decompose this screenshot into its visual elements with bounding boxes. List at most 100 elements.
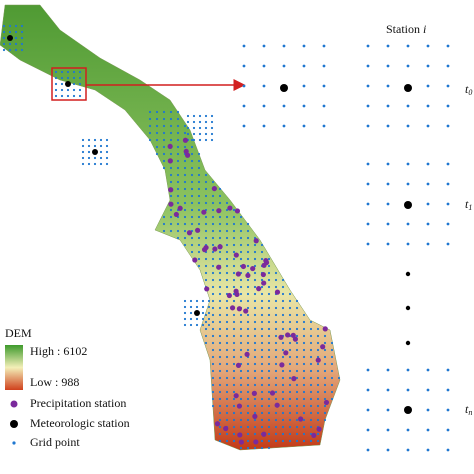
grid-point <box>239 418 243 422</box>
grid-point <box>211 397 215 401</box>
grid-point <box>316 348 320 352</box>
legend-symbol <box>10 400 18 408</box>
grid-point <box>207 299 211 303</box>
grid-point <box>201 305 205 309</box>
grid-point <box>260 355 264 359</box>
grid-point <box>54 88 58 92</box>
grid-point <box>197 215 201 219</box>
grid-point <box>218 215 222 219</box>
grid-point <box>225 439 229 443</box>
grid-point <box>78 94 82 98</box>
grid-point <box>246 432 250 436</box>
grid-point <box>72 88 76 92</box>
precipitation-station <box>260 271 266 278</box>
grid-point <box>246 348 250 352</box>
grid-point <box>54 94 58 98</box>
grid-point <box>198 132 202 136</box>
grid-point <box>288 320 292 324</box>
precipitation-station <box>253 439 259 445</box>
grid-point <box>169 208 173 212</box>
grid-point <box>197 201 201 205</box>
grid-point <box>281 383 285 387</box>
grid-point <box>446 448 450 452</box>
grid-point <box>246 257 250 261</box>
grid-point <box>189 305 193 309</box>
grid-point <box>302 411 306 415</box>
grid-point <box>201 323 205 327</box>
grid-point <box>309 418 313 422</box>
grid-point <box>267 418 271 422</box>
grid-point <box>330 355 334 359</box>
grid-point <box>20 30 24 34</box>
precipitation-station <box>226 292 232 299</box>
precipitation-station <box>217 244 223 250</box>
grid-point <box>446 84 450 88</box>
grid-point <box>253 292 257 296</box>
grid-point <box>239 313 243 317</box>
precipitation-station <box>263 257 269 264</box>
grid-point <box>225 306 229 310</box>
grid-point <box>281 278 285 282</box>
grid-point <box>406 368 410 372</box>
grid-point <box>295 306 299 310</box>
precipitation-station <box>252 413 258 419</box>
grid-point <box>232 250 236 254</box>
precipitation-station <box>311 432 317 438</box>
grid-point <box>446 202 450 206</box>
grid-point <box>232 243 236 247</box>
grid-point <box>176 117 180 121</box>
grid-point <box>232 432 236 436</box>
grid-point <box>186 120 190 124</box>
precipitation-station <box>214 421 221 427</box>
grid-point <box>218 229 222 233</box>
grid-point <box>225 327 229 331</box>
grid-point <box>2 42 6 46</box>
grid-point <box>281 299 285 303</box>
grid-point <box>176 166 180 170</box>
grid-point <box>186 114 190 118</box>
grid-point <box>239 383 243 387</box>
time-label: t1 <box>465 197 472 212</box>
grid-point <box>232 404 236 408</box>
grid-point <box>274 418 278 422</box>
grid-point <box>66 70 70 74</box>
precipitation-station <box>235 271 241 277</box>
grid-point <box>274 432 278 436</box>
grid-point <box>195 305 199 309</box>
grid-point <box>426 84 430 88</box>
grid-point <box>169 215 173 219</box>
grid-point <box>190 194 194 198</box>
grid-point <box>211 215 215 219</box>
grid-point <box>426 242 430 246</box>
grid-point <box>302 439 306 443</box>
grid-point <box>323 355 327 359</box>
grid-point <box>260 250 264 254</box>
grid-point <box>225 285 229 289</box>
grid-point <box>246 250 250 254</box>
grid-point <box>246 299 250 303</box>
grid-point <box>99 156 103 160</box>
grid-point <box>60 76 64 80</box>
grid-point <box>386 124 390 128</box>
grid-point <box>302 418 306 422</box>
grid-point <box>288 397 292 401</box>
meteorologic-station <box>194 310 200 316</box>
grid-point <box>14 24 18 28</box>
grid-point <box>309 376 313 380</box>
precipitation-station <box>211 185 217 192</box>
grid-point <box>211 208 215 212</box>
grid-point <box>72 94 76 98</box>
grid-point <box>218 348 222 352</box>
grid-point <box>211 390 215 394</box>
grid-point <box>204 215 208 219</box>
grid-point <box>253 341 257 345</box>
grid-point <box>183 187 187 191</box>
grid-point <box>246 376 250 380</box>
grid-point <box>204 264 208 268</box>
grid-point <box>232 264 236 268</box>
grid-point <box>260 397 264 401</box>
grid-point <box>406 388 410 392</box>
grid-point <box>239 285 243 289</box>
grid-point <box>267 404 271 408</box>
